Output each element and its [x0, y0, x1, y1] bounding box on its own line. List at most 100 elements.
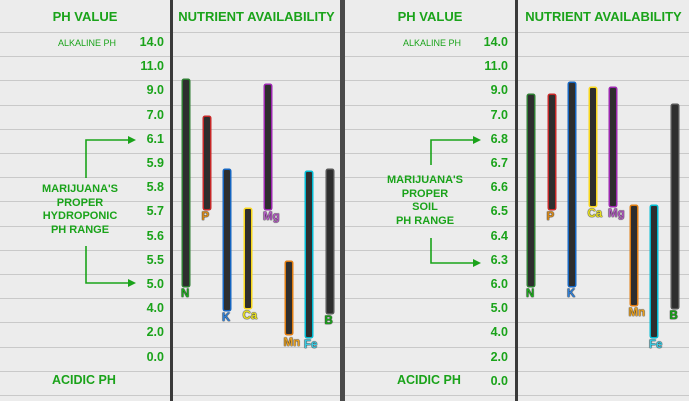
left-ph-value: 5.9 — [146, 156, 164, 170]
left-bar-n — [183, 80, 189, 287]
left-down-arrowhead — [128, 279, 136, 287]
row-divider — [518, 32, 689, 33]
row-divider — [173, 201, 340, 202]
right-nutrient-label: Mn — [628, 307, 646, 320]
left-range-label: MARIJUANA'S PROPER HYDROPONIC PH RANGE — [30, 183, 130, 237]
right-column-divider — [515, 0, 518, 401]
row-divider — [518, 56, 689, 57]
row-divider — [173, 322, 340, 323]
left-bar-fe — [306, 172, 312, 337]
right-nutrient-label: P — [546, 210, 555, 223]
row-divider — [0, 298, 170, 299]
left-bar-p — [203, 116, 210, 209]
right-nutrient-label: B — [669, 309, 678, 322]
row-divider — [173, 298, 340, 299]
row-divider — [173, 177, 340, 178]
right-ph-value: 9.0 — [490, 83, 508, 98]
left-alkaline-label: ALKALINE PH — [58, 38, 117, 48]
left-ph-value: 0.0 — [146, 349, 164, 364]
right-ph-value: 6.0 — [490, 277, 508, 291]
right-ph-value: 4.0 — [490, 325, 508, 340]
left-nutrient-label: N — [181, 288, 190, 301]
left-ph-value: 7.0 — [146, 107, 164, 122]
left-ph-value: 6.1 — [146, 131, 164, 146]
left-ph-value: 4.0 — [146, 301, 164, 316]
left-nutrient-label: B — [324, 314, 333, 327]
row-divider — [0, 347, 170, 348]
row-divider — [0, 274, 170, 275]
right-ph-value: 6.6 — [490, 180, 508, 195]
row-divider — [0, 201, 170, 202]
left-nutrient-label: P — [201, 210, 210, 223]
row-divider — [0, 371, 170, 372]
left-bar-mg — [265, 85, 271, 209]
right-up-arrow — [430, 139, 475, 165]
row-divider — [0, 177, 170, 178]
left-nutrient-label: K — [222, 312, 231, 325]
right-ph-value: 7.0 — [490, 107, 508, 122]
right-ph-value: 6.3 — [490, 252, 508, 267]
row-divider — [518, 177, 689, 178]
row-divider — [0, 105, 170, 106]
right-ph-value: 6.7 — [490, 156, 508, 170]
row-divider — [173, 56, 340, 57]
left-range-line-3: HYDROPONIC — [42, 210, 118, 222]
row-divider — [345, 177, 515, 178]
left-range-line-4: PH RANGE — [50, 223, 110, 236]
left-ph-header: PH VALUE — [52, 9, 118, 24]
right-ph-value: 14.0 — [483, 35, 508, 49]
row-divider — [345, 153, 515, 154]
left-nutrient-label: Ca — [242, 309, 258, 322]
row-divider — [173, 129, 340, 130]
left-ph-value: 9.0 — [146, 83, 164, 98]
row-divider — [345, 395, 515, 396]
row-divider — [345, 129, 515, 130]
row-divider — [518, 201, 689, 202]
left-ph-value: 11.0 — [140, 59, 164, 74]
row-divider — [173, 395, 340, 396]
row-divider — [345, 347, 515, 348]
row-divider — [518, 322, 689, 323]
right-ph-value: 6.8 — [490, 131, 508, 146]
left-down-arrow — [85, 246, 130, 284]
right-range-line-3: SOIL — [412, 201, 438, 213]
right-bar-mg — [610, 87, 616, 207]
left-nutrient-label: Fe — [304, 338, 318, 351]
left-nutrient-header: NUTRIENT AVAILABILITY — [178, 9, 335, 24]
left-range-line-2: PROPER — [56, 196, 104, 209]
left-ph-panel — [0, 0, 170, 401]
row-divider — [518, 347, 689, 348]
row-divider — [173, 371, 340, 372]
row-divider — [345, 80, 515, 81]
row-divider — [345, 250, 515, 251]
right-range-line-1: MARIJUANA'S — [387, 174, 463, 186]
right-bar-n — [528, 94, 534, 287]
row-divider — [0, 56, 170, 57]
right-up-arrowhead — [473, 136, 481, 144]
row-divider — [0, 250, 170, 251]
row-divider — [173, 32, 340, 33]
row-divider — [518, 250, 689, 251]
left-range-line-1: MARIJUANA'S — [42, 183, 118, 195]
row-divider — [173, 347, 340, 348]
right-ph-value: 6.4 — [490, 228, 508, 243]
right-down-arrowhead — [473, 259, 481, 267]
right-nutrient-label: K — [567, 288, 576, 301]
left-ph-value: 5.5 — [146, 252, 164, 267]
left-up-arrow — [85, 139, 130, 178]
right-alkaline-label: ALKALINE PH — [403, 38, 462, 48]
left-ph-value: 5.8 — [146, 180, 164, 195]
row-divider — [518, 129, 689, 130]
right-down-arrow — [430, 238, 475, 264]
row-divider — [518, 105, 689, 106]
right-bar-k — [569, 82, 575, 287]
left-ph-value: 5.7 — [146, 204, 164, 219]
row-divider — [345, 32, 515, 33]
right-ph-value: 11.0 — [484, 59, 508, 74]
row-divider — [0, 226, 170, 227]
left-nutrient-label: Mn — [283, 336, 301, 349]
right-ph-value: 0.0 — [490, 373, 508, 388]
right-ph-value: 6.5 — [490, 204, 508, 219]
right-ph-value: 5.0 — [490, 301, 508, 316]
